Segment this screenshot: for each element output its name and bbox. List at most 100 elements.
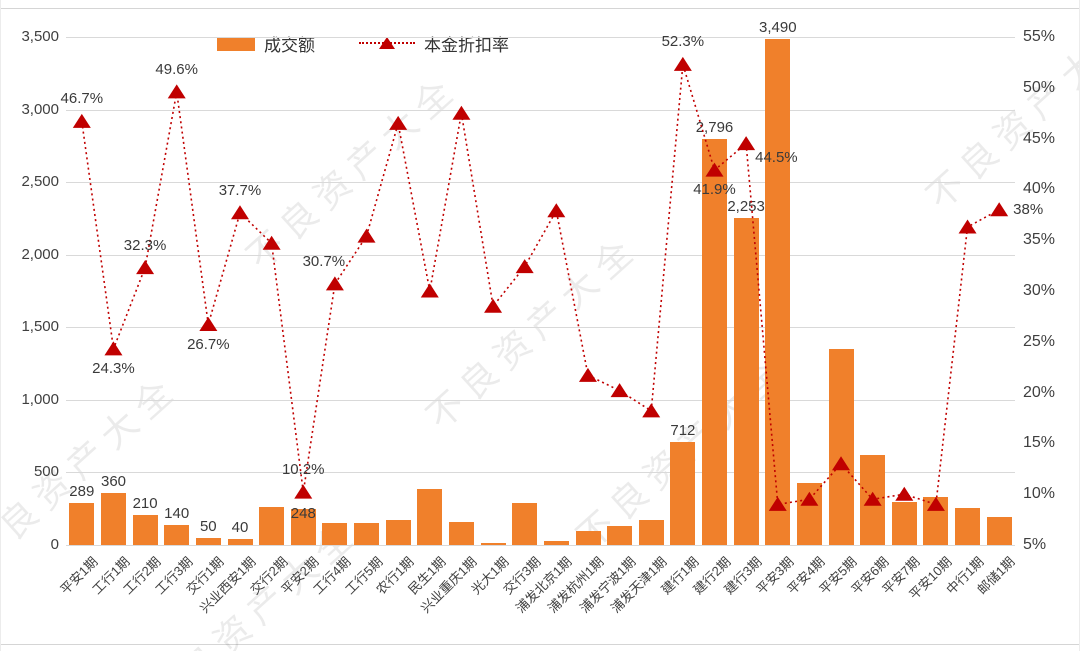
bar [828,349,854,545]
bar [480,542,506,545]
rate-value-label: 46.7% [60,90,104,108]
bar [796,482,822,545]
rate-point-marker [673,56,692,71]
bar [543,541,569,545]
rate-point-marker [262,235,281,250]
secondary-y-axis-tick-label: 50% [1023,78,1056,96]
watermark-text: 不良资产大全 [238,66,467,278]
bar [385,520,411,545]
rate-point-marker [325,276,344,291]
bar [195,537,221,545]
secondary-y-axis-tick-label: 40% [1023,180,1056,198]
rate-value-label: 44.5% [755,148,798,166]
rate-point-marker [72,113,91,128]
bar [227,539,253,545]
line-series-marker-icon [359,36,415,51]
bar-value-label: 360 [100,472,127,490]
rate-point-marker [452,105,471,120]
watermark-text: 不良资产大全 [418,226,647,438]
rate-dotted-line [81,64,1000,506]
bar [259,507,285,545]
secondary-y-axis-tick-label: 20% [1023,383,1056,401]
bar [354,523,379,545]
rate-value-label: 38% [1013,200,1044,218]
rate-point-marker [136,260,155,275]
legend-bar-label: 成交额 [264,36,315,55]
secondary-y-axis-tick-label: 30% [1023,282,1056,299]
bar [955,508,980,545]
rate-point-marker [230,205,249,220]
bar [670,441,696,545]
bottom-frame-line [1,644,1079,645]
rate-point-marker [958,219,977,234]
chart-legend: 成交额 本金折扣率 [217,31,509,56]
bar [638,519,664,545]
rate-value-label: 10.2% [281,461,325,479]
bar [132,514,158,545]
secondary-y-axis-tick-label: 55% [1023,28,1056,45]
legend-item-bar-series: 成交额 [217,31,315,56]
bar [290,509,316,545]
rate-point-marker [199,317,218,332]
y-axis-tick-label: 1,000 [21,390,59,408]
bar-series-swatch [217,36,255,51]
rate-value-label: 26.7% [187,335,230,353]
y-axis-tick-label: 3,000 [21,100,59,118]
bar [860,455,886,545]
rate-point-marker [642,403,661,418]
bar-value-label: 140 [164,504,190,522]
gridline [66,37,1015,38]
bar [891,501,917,545]
rate-value-label: 24.3% [92,359,135,377]
y-axis-tick-label: 1,500 [21,318,59,336]
secondary-y-axis-tick-label: 25% [1023,332,1056,350]
top-frame-line [1,8,1079,9]
rate-point-marker [389,115,408,130]
bar-value-label: 248 [290,505,316,522]
bar [923,497,949,545]
gridline [66,254,1015,256]
bar [322,523,348,545]
rate-point-marker [737,136,756,151]
rate-point-marker [895,486,914,501]
legend-item-line-series: 本金折扣率 [359,31,509,56]
rate-point-marker [104,341,123,356]
gridline [66,399,1015,401]
secondary-y-axis-tick-label: 15% [1023,434,1056,452]
bar [575,531,601,545]
gridline [66,545,1015,546]
gridline [66,327,1015,329]
gridline [66,109,1015,111]
secondary-y-axis-tick-label: 35% [1023,231,1056,249]
secondary-y-axis-tick-label: 45% [1023,129,1056,147]
bar-value-label: 40 [231,519,249,537]
secondary-y-axis-tick-label: 10% [1023,485,1056,503]
bar [417,489,443,545]
rate-value-label: 52.3% [661,33,705,51]
rate-point-marker [357,228,376,243]
rate-point-marker [578,367,597,382]
rate-point-marker [420,283,439,298]
y-axis-tick-label: 3,500 [21,28,59,45]
rate-point-marker [294,484,313,499]
y-axis-tick-label: 500 [33,463,59,481]
rate-point-marker [547,203,566,218]
rate-value-label: 32.3% [123,236,167,254]
rate-value-label: 37.7% [218,181,262,199]
rate-value-label: 30.7% [302,252,346,270]
bar-value-label: 50 [199,517,217,535]
bar [733,218,759,545]
rate-point-marker [167,84,186,99]
bar [448,521,474,545]
legend-line-label: 本金折扣率 [424,36,509,55]
bar [69,503,95,545]
y-axis-tick-label: 0 [50,536,59,553]
bar [607,526,633,545]
y-axis-tick-label: 2,000 [21,245,59,263]
bar [512,502,538,545]
rate-point-marker [990,202,1009,217]
y-axis-tick-label: 2,500 [21,173,59,191]
bar [986,517,1012,545]
